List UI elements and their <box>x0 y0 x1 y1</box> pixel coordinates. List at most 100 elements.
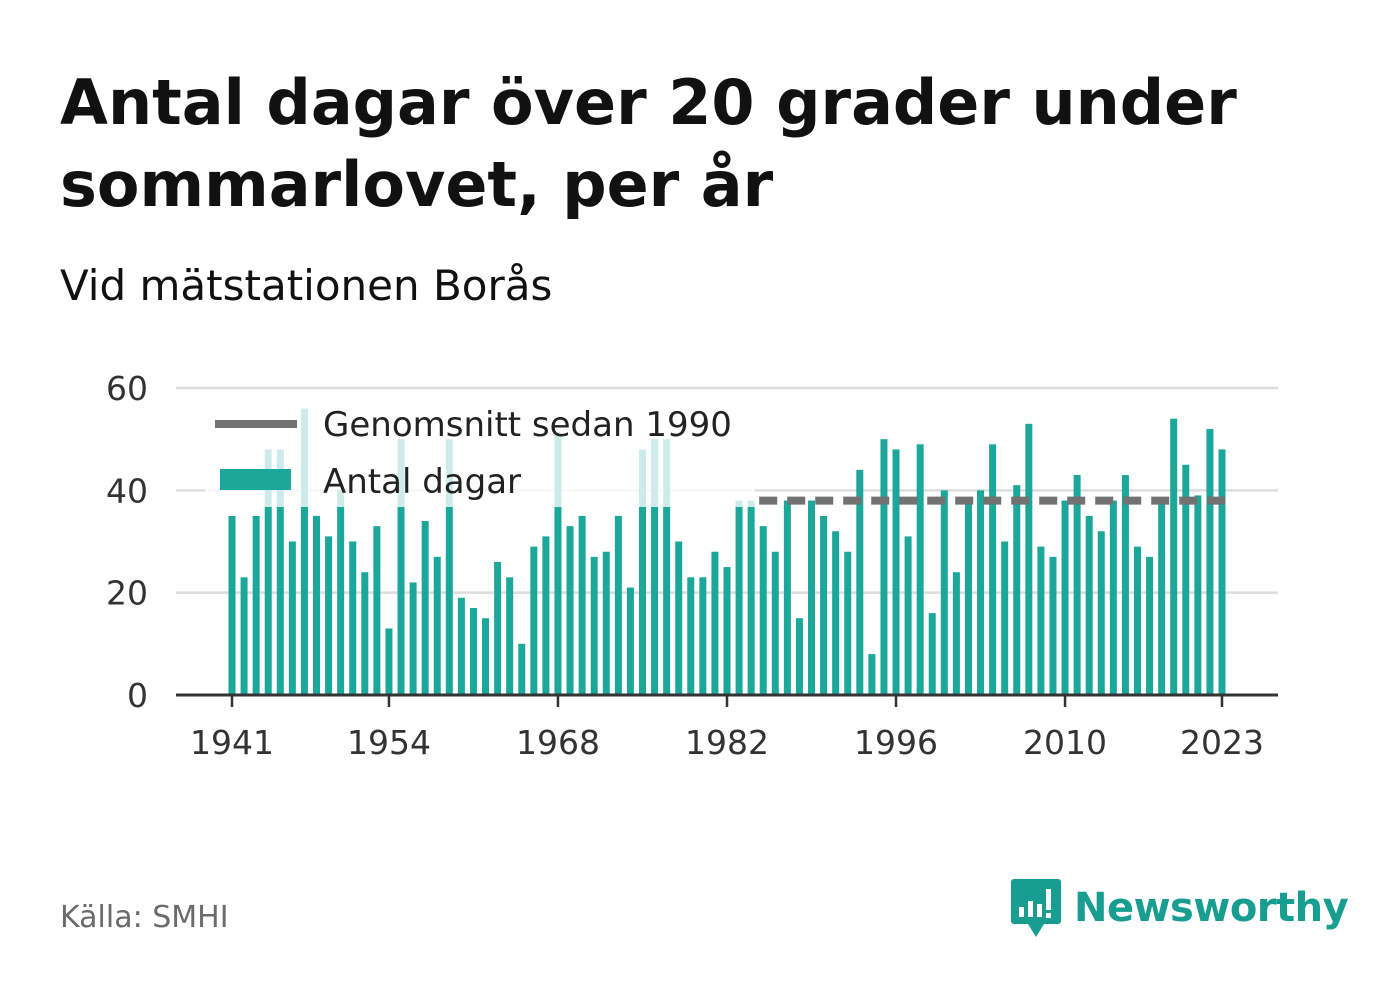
legend-bar-swatch <box>220 469 291 490</box>
bar <box>1001 541 1009 695</box>
bar <box>361 572 369 695</box>
bar <box>228 515 236 695</box>
bar <box>832 531 840 695</box>
bar <box>288 541 296 695</box>
x-tick-label: 2023 <box>1180 723 1264 762</box>
legend-average-label: Genomsnitt sedan 1990 <box>323 405 732 445</box>
legend: Genomsnitt sedan 1990 Antal dagar <box>205 395 755 507</box>
bar <box>868 654 876 695</box>
bar <box>421 521 429 695</box>
bar <box>264 449 272 695</box>
bar <box>1109 500 1117 695</box>
y-axis-ticks: 0 20 40 60 <box>106 369 148 715</box>
bar <box>457 597 465 695</box>
bar <box>1121 474 1129 695</box>
bar <box>397 439 405 695</box>
y-tick-label: 0 <box>127 676 148 715</box>
bar <box>602 551 610 695</box>
x-tick-label: 2010 <box>1023 723 1107 762</box>
x-tick-label: 1941 <box>190 723 274 762</box>
bar <box>530 546 538 695</box>
chart-subtitle: Vid mätstationen Borås <box>60 261 553 310</box>
bar <box>1133 546 1141 695</box>
bar <box>723 567 731 695</box>
x-tick-label: 1982 <box>685 723 769 762</box>
newsworthy-logo-text: Newsworthy <box>1074 885 1349 931</box>
bar <box>349 541 357 695</box>
bar <box>1206 428 1214 695</box>
bar <box>771 551 779 695</box>
bar <box>880 439 888 695</box>
bar <box>1097 531 1105 695</box>
bar <box>844 551 852 695</box>
bar <box>651 439 659 695</box>
bar <box>373 526 381 695</box>
bar <box>276 449 284 695</box>
newsworthy-logo-icon <box>1011 879 1061 937</box>
legend-bar-label: Antal dagar <box>323 462 521 502</box>
y-tick-label: 20 <box>106 574 148 613</box>
x-tick-label: 1996 <box>854 723 938 762</box>
bar <box>445 439 453 695</box>
bar <box>578 515 586 695</box>
chart-title: Antal dagar över 20 grader under sommarl… <box>60 66 1237 221</box>
x-axis-ticks: 1941 1954 1968 1982 1996 2010 2023 <box>190 695 1264 762</box>
source-note: Källa: SMHI <box>60 900 229 935</box>
bar <box>1194 495 1202 695</box>
x-tick-label: 1954 <box>347 723 431 762</box>
bar <box>687 577 695 695</box>
bar <box>916 444 924 695</box>
bar <box>409 582 417 695</box>
bar <box>808 500 816 695</box>
bar <box>1073 474 1081 695</box>
bar <box>820 515 828 695</box>
bar <box>482 618 490 695</box>
bar <box>1061 500 1069 695</box>
bar <box>952 572 960 695</box>
y-tick-label: 40 <box>106 471 148 510</box>
bar <box>433 556 441 695</box>
bar <box>518 643 526 695</box>
bar <box>964 500 972 695</box>
newsworthy-logo: Newsworthy <box>1010 875 1349 941</box>
bar <box>904 536 912 695</box>
bar <box>1085 515 1093 695</box>
bar <box>469 608 477 695</box>
bar <box>626 587 634 695</box>
bar <box>590 556 598 695</box>
bar <box>940 490 948 695</box>
bar <box>337 490 345 695</box>
bar <box>252 515 260 695</box>
bar <box>1037 546 1045 695</box>
bar <box>506 577 514 695</box>
bar <box>554 434 562 695</box>
bar <box>928 613 936 695</box>
bar <box>747 500 755 695</box>
bar <box>325 536 333 695</box>
bar <box>783 500 791 695</box>
bar <box>240 577 248 695</box>
bar <box>699 577 707 695</box>
bar <box>566 526 574 695</box>
bar <box>1049 556 1057 695</box>
x-tick-label: 1968 <box>516 723 600 762</box>
legend-backdrop <box>205 395 755 507</box>
bar <box>856 469 864 695</box>
bar <box>638 449 646 695</box>
bar <box>313 515 321 695</box>
bar <box>675 541 683 695</box>
bar <box>494 561 502 695</box>
bar <box>1146 556 1154 695</box>
bar <box>759 526 767 695</box>
bar <box>711 551 719 695</box>
bar <box>542 536 550 695</box>
bar <box>977 490 985 695</box>
bar <box>1170 418 1178 695</box>
bar <box>1218 449 1226 695</box>
bar <box>735 500 743 695</box>
bar <box>1182 464 1190 695</box>
bar-series <box>228 408 1226 695</box>
bar <box>795 618 803 695</box>
bar <box>1025 423 1033 695</box>
bar <box>1013 485 1021 695</box>
